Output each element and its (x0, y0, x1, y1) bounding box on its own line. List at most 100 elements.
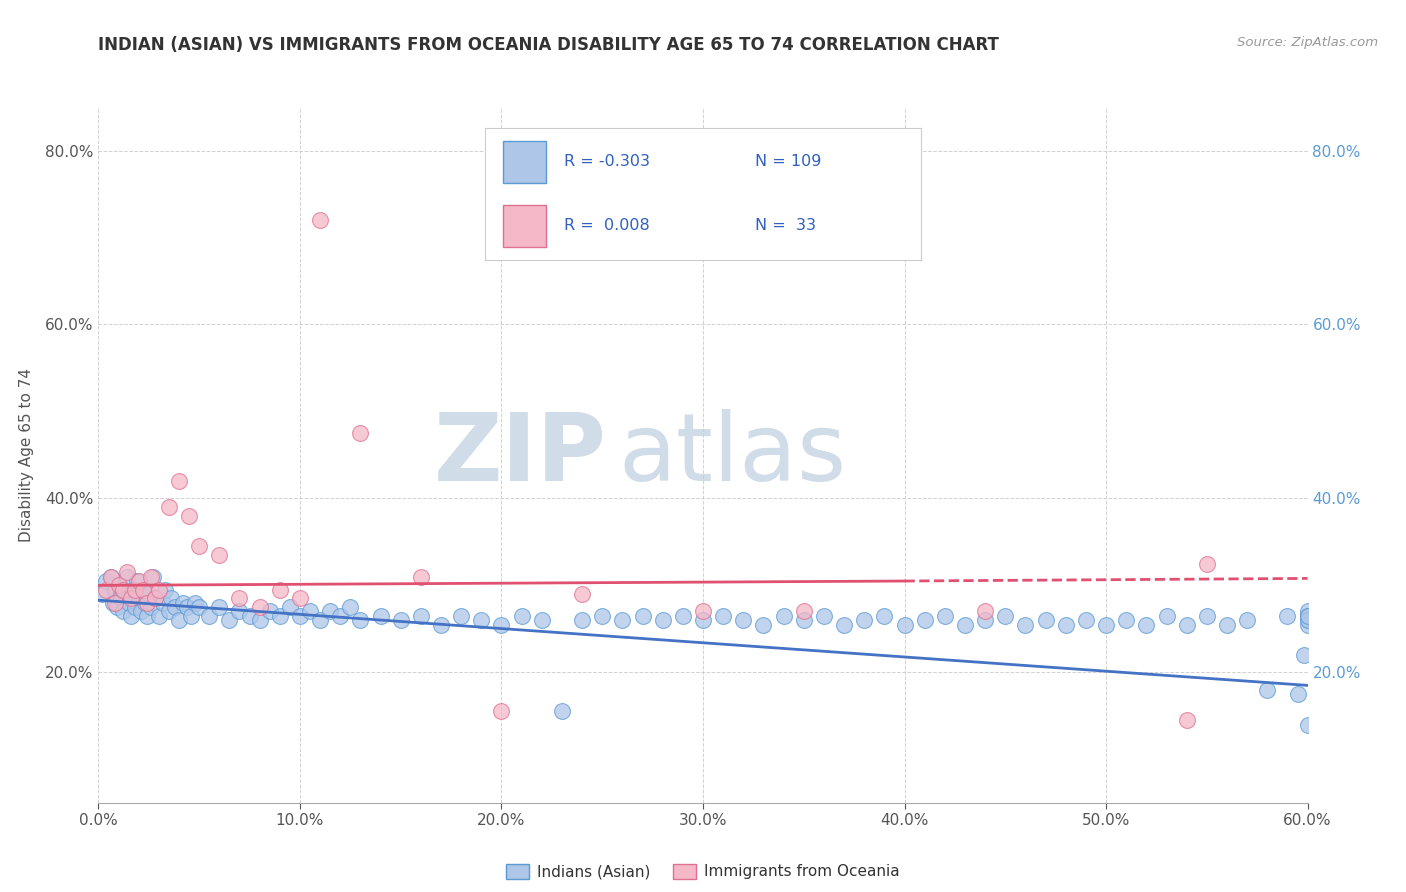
Point (121, 582, 143, 597)
Point (299, 605, 322, 619)
Point (672, 608, 695, 623)
Point (259, 605, 281, 619)
Point (176, 600, 198, 615)
Point (571, 613, 593, 627)
Point (631, 608, 654, 623)
Point (139, 600, 162, 615)
Point (1256, 682, 1278, 697)
Point (160, 591, 183, 606)
Point (1236, 613, 1258, 627)
Point (470, 613, 492, 627)
Point (288, 591, 311, 606)
Point (148, 582, 170, 597)
Point (143, 591, 166, 606)
Point (184, 596, 207, 610)
Point (153, 582, 176, 597)
Point (103, 596, 125, 610)
Legend: Indians (Asian), Immigrants from Oceania: Indians (Asian), Immigrants from Oceania (501, 857, 905, 886)
Point (143, 591, 166, 606)
Point (349, 426, 371, 441)
Text: atlas: atlas (619, 409, 846, 501)
Point (1074, 613, 1097, 627)
Point (389, 613, 412, 627)
Point (163, 600, 186, 615)
Point (893, 617, 915, 632)
Point (96, 582, 118, 597)
Point (309, 213, 332, 227)
Point (1292, 648, 1315, 662)
Point (228, 591, 250, 606)
Point (873, 608, 896, 623)
Point (339, 600, 361, 615)
Point (1115, 613, 1137, 627)
Point (167, 613, 190, 627)
Point (1156, 608, 1178, 623)
Text: INDIAN (ASIAN) VS IMMIGRANTS FROM OCEANIA DISABILITY AGE 65 TO 74 CORRELATION CH: INDIAN (ASIAN) VS IMMIGRANTS FROM OCEANI… (98, 36, 1000, 54)
Point (1296, 608, 1319, 623)
Point (142, 570, 165, 584)
Point (530, 613, 553, 627)
Point (430, 617, 453, 632)
Point (1195, 557, 1218, 571)
Point (96, 574, 118, 588)
Point (491, 705, 513, 719)
Point (179, 508, 201, 523)
Point (1296, 613, 1319, 627)
Point (692, 605, 714, 619)
Point (135, 608, 157, 623)
Point (832, 617, 855, 632)
Point (1296, 605, 1319, 619)
Y-axis label: Disability Age 65 to 74: Disability Age 65 to 74 (18, 368, 34, 542)
Point (188, 600, 211, 615)
Point (111, 605, 134, 619)
Point (124, 600, 146, 615)
Point (1296, 608, 1319, 623)
Point (134, 596, 156, 610)
Point (103, 582, 125, 597)
Point (772, 608, 794, 623)
Point (711, 608, 734, 623)
Point (128, 591, 150, 606)
Point (1175, 617, 1198, 632)
Point (1054, 617, 1077, 632)
Point (793, 605, 815, 619)
Text: Source: ZipAtlas.com: Source: ZipAtlas.com (1237, 36, 1378, 49)
Point (218, 613, 240, 627)
Text: ZIP: ZIP (433, 409, 606, 501)
Point (288, 608, 311, 623)
Point (752, 617, 775, 632)
Point (974, 605, 997, 619)
Point (1296, 717, 1319, 731)
Point (148, 608, 170, 623)
Point (120, 608, 142, 623)
Point (269, 582, 291, 597)
Point (132, 582, 155, 597)
Point (167, 474, 190, 488)
Point (107, 578, 129, 592)
Point (329, 608, 352, 623)
Point (1135, 617, 1157, 632)
Point (115, 570, 138, 584)
Point (309, 613, 332, 627)
Point (370, 608, 392, 623)
Point (278, 600, 301, 615)
Point (110, 591, 132, 606)
Point (180, 608, 202, 623)
Point (157, 605, 180, 619)
Point (510, 608, 533, 623)
Point (118, 596, 141, 610)
Point (208, 548, 231, 562)
Point (114, 587, 136, 601)
Point (793, 613, 815, 627)
Point (1296, 613, 1319, 627)
Point (124, 582, 146, 597)
Point (101, 596, 124, 610)
Point (994, 608, 1017, 623)
Point (1286, 687, 1309, 701)
Point (591, 608, 613, 623)
Point (198, 608, 221, 623)
Point (319, 605, 342, 619)
Point (132, 582, 155, 597)
Point (733, 613, 755, 627)
Point (1216, 617, 1239, 632)
